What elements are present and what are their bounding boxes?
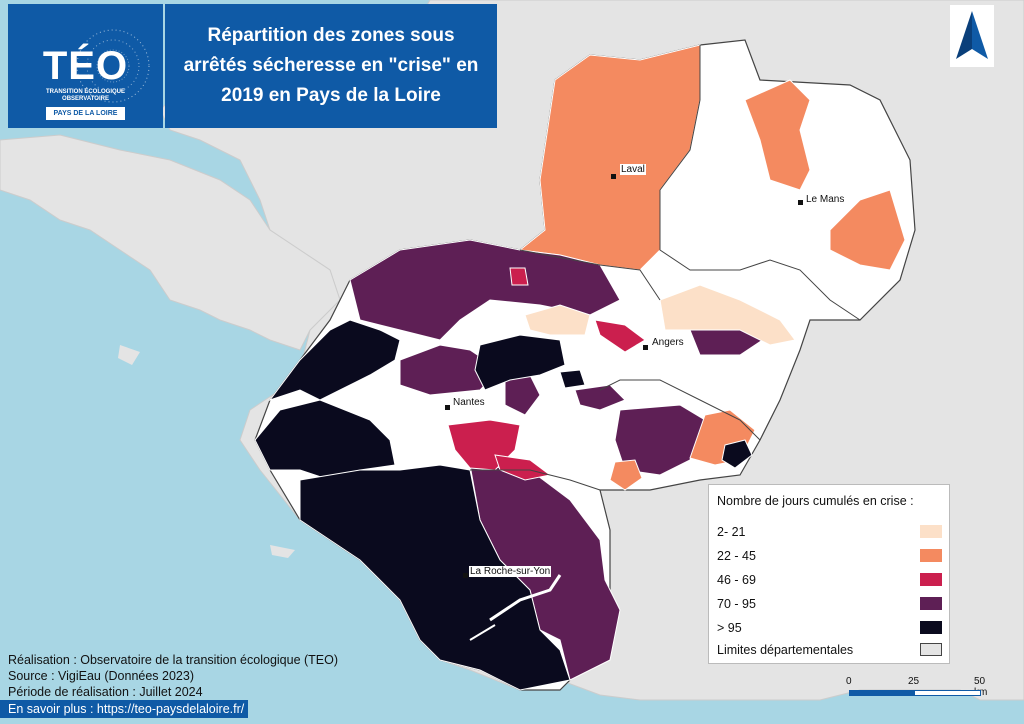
scale-tick: 0 [846, 676, 852, 687]
zone-over-95-coast [268, 319, 401, 401]
department-boundary [659, 45, 861, 321]
zone-over-95-small [559, 369, 586, 389]
legend-swatch [920, 621, 942, 634]
legend-row: 22 - 45 [717, 547, 945, 567]
legend-row: 46 - 69 [717, 571, 945, 591]
more-info-link[interactable]: En savoir plus : https://teo-paysdelaloi… [0, 700, 248, 718]
island [118, 345, 140, 365]
zone-22-45-sml-2 [609, 459, 643, 491]
legend-swatch [920, 549, 942, 562]
legend-label: 2- 21 [717, 525, 746, 539]
legend-swatch [920, 643, 942, 656]
legend-swatch [920, 597, 942, 610]
legend-swatch [920, 573, 942, 586]
zone-70-95-center [574, 384, 626, 411]
credits-line: Réalisation : Observatoire de la transit… [8, 653, 339, 667]
north-arrow [950, 5, 994, 67]
legend-row: > 95 [717, 619, 945, 639]
logo-subtitle-1: TRANSITION ÉCOLOGIQUE [45, 89, 125, 95]
river [489, 574, 562, 622]
land-brittany [0, 134, 341, 351]
zone-over-95-east [721, 439, 753, 469]
department-boundary [470, 469, 601, 491]
legend-title: Nombre de jours cumulés en crise : [717, 494, 914, 508]
legend-label: 46 - 69 [717, 573, 756, 587]
logo-dots-icon [76, 29, 150, 103]
city-label-nantes: Nantes [452, 397, 486, 408]
legend-row: 2- 21 [717, 523, 945, 543]
scale-tick: 25 [908, 676, 920, 687]
city-marker-nantes [445, 405, 450, 410]
scale-bar: 0 25 50 km [832, 672, 992, 702]
city-label-laval: Laval [620, 164, 646, 175]
legend-row: Limites départementales [717, 641, 945, 661]
zone-over-95-vendee [299, 464, 571, 691]
zone-over-95-bay [254, 399, 396, 481]
zone-2-21-a [659, 284, 796, 346]
legend-label: 22 - 45 [717, 549, 756, 563]
legend-label: 70 - 95 [717, 597, 756, 611]
city-label-le-mans: Le Mans [805, 194, 846, 205]
north-arrow-icon [956, 11, 988, 59]
logo-subtitle-2: OBSERVATOIRE [62, 96, 109, 102]
zone-sarthe-1 [744, 79, 811, 191]
city-label-angers: Angers [651, 337, 685, 348]
city-marker-le-mans [798, 200, 803, 205]
zone-46-69-strip [494, 454, 552, 481]
island [270, 545, 295, 558]
legend-swatch [920, 525, 942, 538]
legend-label: Limites départementales [717, 643, 854, 657]
credits-line: Période de réalisation : Juillet 2024 [8, 685, 203, 699]
city-label-la-roche-sur-yon: La Roche-sur-Yon [469, 566, 552, 577]
legend-row: 70 - 95 [717, 595, 945, 615]
logo-region: PAYS DE LA LOIRE [46, 107, 125, 120]
department-boundary [519, 249, 661, 301]
zone-46-69-angers [594, 319, 646, 353]
zone-70-95-south-ml [614, 404, 706, 476]
zone-2-21-b [524, 304, 591, 336]
logo-name: TÉO [42, 44, 129, 88]
zone-sarthe-2 [829, 189, 906, 271]
city-marker-angers [643, 345, 648, 350]
river [469, 624, 496, 641]
map-title: Répartition des zones sous arrêtés séche… [165, 4, 497, 128]
city-marker-laval [611, 174, 616, 179]
legend-label: > 95 [717, 621, 742, 635]
scale-bar-graphic [849, 690, 981, 696]
legend: Nombre de jours cumulés en crise : 2- 21… [708, 484, 950, 664]
teo-logo: TÉO TRANSITION ÉCOLOGIQUE OBSERVATOIRE P… [8, 4, 163, 128]
department-boundary [599, 379, 761, 441]
zone-46-69-north [509, 267, 529, 286]
zone-over-95-loire [474, 334, 566, 391]
credits-line: Source : VigiEau (Données 2023) [8, 669, 194, 683]
city-marker-la-roche [463, 573, 468, 578]
credits: Réalisation : Observatoire de la transit… [8, 652, 338, 700]
